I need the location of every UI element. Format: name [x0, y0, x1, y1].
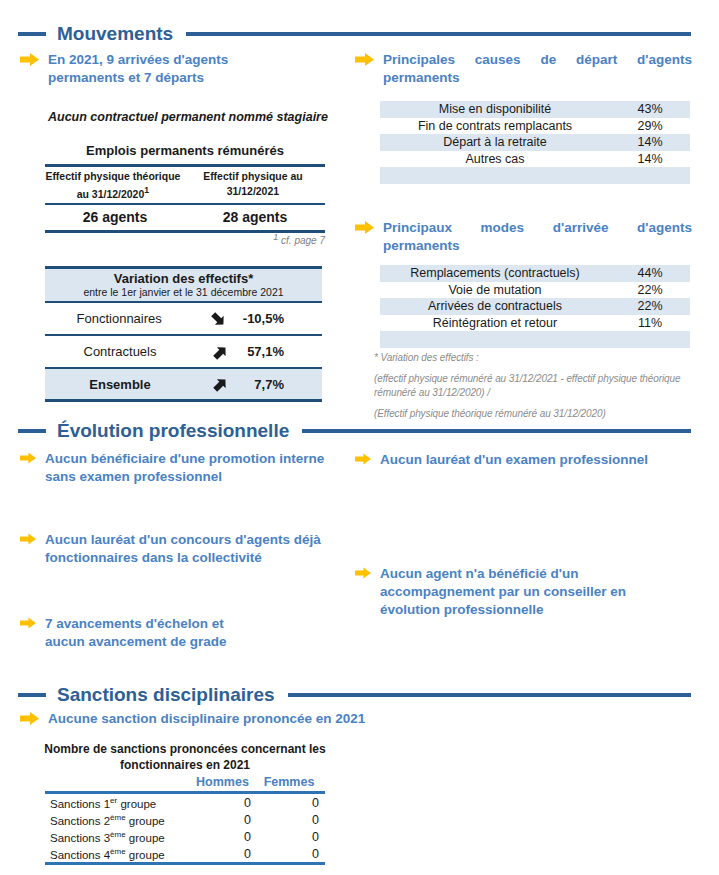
yellow-arrow-icon	[355, 453, 371, 465]
bullet-text: Principales causes de départ d'agents pe…	[383, 51, 692, 87]
arrow-down-right-icon	[211, 312, 226, 327]
variation-row: Contractuels 57,1%	[45, 336, 322, 369]
bullet-promotion-interne: Aucun bénéficiaire d'une promotion inter…	[20, 450, 335, 486]
table-rule	[45, 862, 325, 865]
table-row: Arrivées de contractuels 22%	[380, 298, 690, 315]
sanctions-table-title: Nombre de sanctions prononcées concernan…	[30, 742, 340, 773]
yellow-arrow-icon	[355, 567, 371, 579]
table-row: Sanctions 2ème groupe 0 0	[45, 811, 325, 828]
note-contractuel: Aucun contractuel permanent nommé stagia…	[48, 110, 328, 124]
bullet-accompagnement: Aucun agent n'a bénéficié d'un accompagn…	[355, 565, 682, 618]
section-header-mouvements: Mouvements	[18, 23, 691, 45]
heading-line	[288, 693, 691, 697]
bullet-text: Principaux modes d'arrivée d'agents perm…	[383, 219, 692, 255]
bullet-text: 7 avancements d'échelon et aucun avancem…	[45, 615, 255, 651]
table-row: Sanctions 4ème groupe 0 0	[45, 845, 325, 862]
yellow-arrow-icon	[20, 712, 39, 725]
table-row: Départ à la retraite 14%	[380, 134, 690, 151]
table-row: Mise en disponibilité 43%	[380, 101, 690, 118]
arrival-modes-table: Remplacements (contractuels) 44% Voie de…	[380, 265, 690, 348]
table-row: Autres cas 14%	[380, 151, 690, 168]
report-page: Mouvements En 2021, 9 arrivées d'agents …	[0, 0, 719, 875]
variation-footnote: * Variation des effectifs : (effectif ph…	[374, 351, 696, 427]
variation-table: Variation des effectifs* entre le 1er ja…	[45, 266, 322, 402]
bullet-avancements: 7 avancements d'échelon et aucun avancem…	[20, 615, 255, 651]
yellow-arrow-icon	[355, 221, 374, 234]
heading-dash	[18, 693, 46, 697]
bullet-examen-professionnel: Aucun lauréat d'un examen professionnel	[355, 451, 700, 469]
yellow-arrow-icon	[20, 533, 36, 545]
bullet-text: Aucune sanction disciplinaire prononcée …	[48, 710, 468, 728]
bullet-arrival-modes: Principaux modes d'arrivée d'agents perm…	[355, 219, 692, 255]
heading-dash	[18, 32, 46, 36]
variation-row: Fonctionnaires -10,5%	[45, 303, 322, 336]
heading-dash	[18, 429, 46, 433]
table-row: Réintégration et retour 11%	[380, 315, 690, 332]
table-row: Sanctions 1er groupe 0 0	[45, 794, 325, 811]
variation-row: Ensemble 7,7%	[45, 369, 322, 402]
emplois-col1-value: 26 agents	[45, 205, 185, 230]
arrow-up-right-icon	[213, 377, 228, 392]
bullet-text: Aucun lauréat d'un concours d'agents déj…	[45, 531, 335, 567]
table-row	[380, 331, 690, 348]
bullet-concours: Aucun lauréat d'un concours d'agents déj…	[20, 531, 335, 567]
variation-table-header: Variation des effectifs* entre le 1er ja…	[45, 266, 322, 303]
emplois-col1-header: Effectif physique théorique au 31/12/202…	[45, 167, 185, 203]
bullet-departure-causes: Principales causes de départ d'agents pe…	[355, 51, 692, 87]
table-row: Sanctions 3ème groupe 0 0	[45, 828, 325, 845]
table-row: Voie de mutation 22%	[380, 282, 690, 299]
bullet-text: En 2021, 9 arrivées d'agents permanents …	[48, 51, 288, 87]
sanctions-table-header: Hommes Femmes	[45, 775, 325, 791]
yellow-arrow-icon	[20, 53, 39, 66]
heading-line	[186, 32, 691, 36]
emplois-table: Effectif physique théorique au 31/12/202…	[45, 164, 325, 233]
yellow-arrow-icon	[20, 617, 36, 629]
section-title: Mouvements	[57, 23, 173, 45]
departure-causes-table: Mise en disponibilité 43% Fin de contrat…	[380, 101, 690, 184]
bullet-text: Aucun bénéficiaire d'une promotion inter…	[45, 450, 335, 486]
emplois-table-title: Emplois permanents rémunérés	[45, 143, 325, 158]
table-row: Fin de contrats remplacants 29%	[380, 118, 690, 135]
yellow-arrow-icon	[355, 53, 374, 66]
sanctions-table: Hommes Femmes Sanctions 1er groupe 0 0 S…	[45, 775, 325, 865]
arrow-up-right-icon	[213, 345, 228, 360]
emplois-footnote: 1 cf. page 7	[45, 232, 325, 246]
section-title: Sanctions disciplinaires	[57, 684, 275, 706]
emplois-col2-value: 28 agents	[185, 205, 325, 230]
table-row: Remplacements (contractuels) 44%	[380, 265, 690, 282]
bullet-aucune-sanction: Aucune sanction disciplinaire prononcée …	[20, 710, 468, 728]
emplois-col2-header: Effectif physique au 31/12/2021	[185, 167, 325, 203]
table-row	[380, 167, 690, 184]
bullet-arrivals-departures: En 2021, 9 arrivées d'agents permanents …	[20, 51, 320, 87]
yellow-arrow-icon	[20, 452, 36, 464]
heading-line	[302, 429, 691, 433]
section-header-evolution: Évolution professionnelle	[18, 420, 691, 442]
bullet-text: Aucun agent n'a bénéficié d'un accompagn…	[380, 565, 682, 618]
section-title: Évolution professionnelle	[57, 420, 289, 442]
section-header-sanctions: Sanctions disciplinaires	[18, 684, 691, 706]
bullet-text: Aucun lauréat d'un examen professionnel	[380, 451, 700, 469]
